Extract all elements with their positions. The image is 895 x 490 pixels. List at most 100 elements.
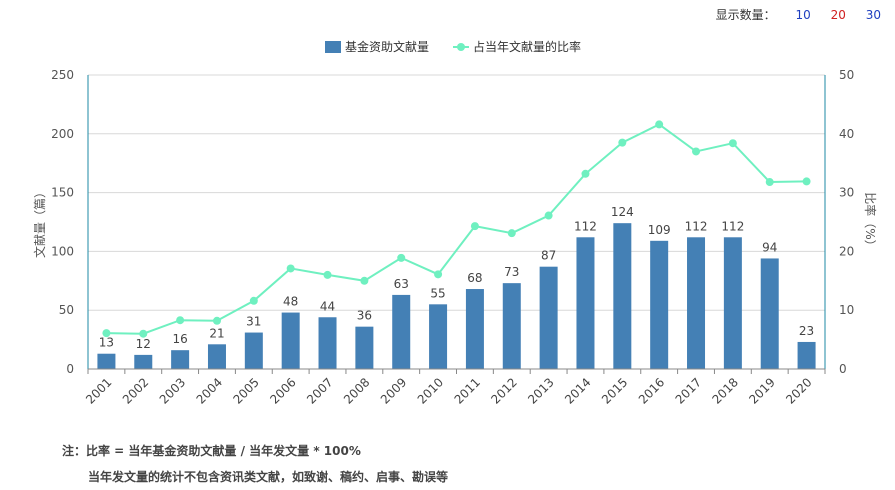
- x-tick-label: 2014: [562, 375, 593, 406]
- bar-2012: [502, 283, 521, 369]
- y2-tick-label: 40: [839, 127, 854, 141]
- bar-2013: [539, 266, 558, 369]
- display-count-option-20[interactable]: 20: [830, 8, 846, 22]
- bar-value-label: 12: [136, 337, 151, 351]
- bar-2016: [650, 240, 669, 369]
- ratio-point-2020: [802, 177, 811, 186]
- bar-value-label: 48: [283, 295, 298, 309]
- bar-2004: [207, 344, 226, 369]
- ratio-point-2013: [544, 211, 553, 220]
- legend-bar-label: 基金资助文献量: [345, 39, 429, 54]
- display-count-option-10[interactable]: 10: [795, 8, 811, 22]
- ratio-point-2009: [397, 253, 406, 262]
- ratio-point-2015: [618, 138, 627, 147]
- x-tick-label: 2017: [673, 375, 704, 406]
- bar-2018: [723, 237, 742, 369]
- bar-value-label: 63: [394, 277, 409, 291]
- ratio-point-2017: [692, 147, 701, 156]
- y-tick-label: 100: [51, 244, 74, 258]
- bar-series: 13 12 16 21 31 48 44 36 63 55 68 73 87 112 124 109 112 11…: [97, 205, 816, 369]
- x-tick-label: 2020: [783, 375, 814, 406]
- bar-2007: [318, 317, 337, 369]
- x-tick-label: 2012: [488, 375, 519, 406]
- bar-2010: [429, 304, 448, 369]
- ratio-line-series: [102, 120, 811, 338]
- ratio-point-2016: [655, 120, 664, 129]
- x-tick-label: 2015: [599, 375, 630, 406]
- ratio-point-2011: [470, 222, 479, 231]
- y-tick-label: 50: [59, 303, 74, 317]
- ratio-point-2012: [507, 229, 516, 238]
- y2-tick-label: 30: [839, 186, 854, 200]
- funding-chart: 13 12 16 21 31 48 44 36 63 55 68 73 87 112 124 109 112 11…: [32, 39, 878, 407]
- legend-line-label: 占当年文献量的比率: [473, 39, 581, 54]
- bar-2006: [281, 312, 300, 369]
- x-tick-label: 2008: [341, 375, 372, 406]
- grid-lines: [88, 74, 825, 311]
- y-tick-label: 150: [51, 186, 74, 200]
- ratio-point-2008: [360, 276, 369, 285]
- x-tick-label: 2006: [267, 375, 298, 406]
- bar-2003: [171, 350, 190, 369]
- display-count-label: 显示数量：: [715, 8, 776, 22]
- y-tick-label: 0: [66, 362, 74, 376]
- x-tick-label: 2005: [230, 375, 261, 406]
- bar-2002: [134, 354, 153, 369]
- bar-value-label: 68: [467, 271, 482, 285]
- ratio-point-2002: [139, 329, 148, 338]
- x-tick-label: 2011: [452, 375, 483, 406]
- bar-value-label: 94: [762, 240, 777, 254]
- x-tick-label: 2018: [709, 375, 740, 406]
- bar-value-label: 16: [172, 332, 187, 346]
- display-count-option-30[interactable]: 30: [865, 8, 881, 22]
- ratio-line: [106, 123, 807, 335]
- ratio-point-2007: [323, 270, 332, 279]
- x-tick-label: 2013: [525, 375, 556, 406]
- ratio-point-2014: [581, 169, 590, 178]
- axes: 0 50 100 150 200 250 0 10 20 30 40 50 文献量（篇） 比率（%） 200…: [32, 68, 878, 407]
- bar-2008: [355, 326, 374, 369]
- y2-tick-label: 50: [839, 68, 854, 82]
- ratio-point-2010: [434, 270, 443, 279]
- footnote-ratio: 注：比率 = 当年基金资助文献量 / 当年发文量 * 100%: [62, 444, 361, 458]
- y-axis-title: 文献量（篇）: [32, 186, 47, 258]
- bar-value-label: 23: [799, 324, 814, 338]
- bar-value-label: 31: [246, 315, 261, 329]
- bar-value-label: 109: [648, 223, 671, 237]
- bar-value-label: 21: [209, 326, 224, 340]
- x-tick-label: 2004: [194, 375, 225, 406]
- bar-2015: [613, 223, 632, 369]
- bar-2005: [244, 332, 263, 369]
- bar-value-label: 13: [99, 336, 114, 350]
- legend-bar-swatch: [325, 41, 341, 53]
- bar-value-label: 73: [504, 265, 519, 279]
- x-tick-label: 2009: [378, 375, 409, 406]
- bar-2001: [97, 353, 116, 369]
- bar-value-label: 55: [430, 286, 445, 300]
- y2-tick-label: 10: [839, 303, 854, 317]
- ratio-point-2001: [102, 329, 111, 338]
- ratio-point-2018: [728, 139, 737, 148]
- legend: 基金资助文献量 占当年文献量的比率: [325, 39, 581, 54]
- y-tick-label: 200: [51, 127, 74, 141]
- bar-2014: [576, 237, 595, 369]
- x-tick-label: 2007: [304, 375, 335, 406]
- bar-value-label: 44: [320, 299, 335, 313]
- bar-value-label: 112: [574, 219, 597, 233]
- bar-value-label: 124: [611, 205, 634, 219]
- x-tick-label: 2002: [120, 375, 151, 406]
- x-tick-label: 2016: [636, 375, 667, 406]
- bar-value-label: 112: [721, 219, 744, 233]
- y2-tick-label: 20: [839, 244, 854, 258]
- bar-value-label: 87: [541, 249, 556, 263]
- y-tick-label: 250: [51, 68, 74, 82]
- footnotes: 注：比率 = 当年基金资助文献量 / 当年发文量 * 100% 当年发文量的统计…: [62, 438, 448, 490]
- y2-tick-label: 0: [839, 362, 847, 376]
- x-tick-label: 2010: [415, 375, 446, 406]
- bar-value-label: 36: [357, 309, 372, 323]
- ratio-point-2005: [249, 296, 258, 305]
- bar-2011: [465, 289, 484, 369]
- x-tick-label: 2001: [83, 375, 114, 406]
- ratio-point-2006: [286, 264, 295, 273]
- bar-2009: [392, 294, 411, 369]
